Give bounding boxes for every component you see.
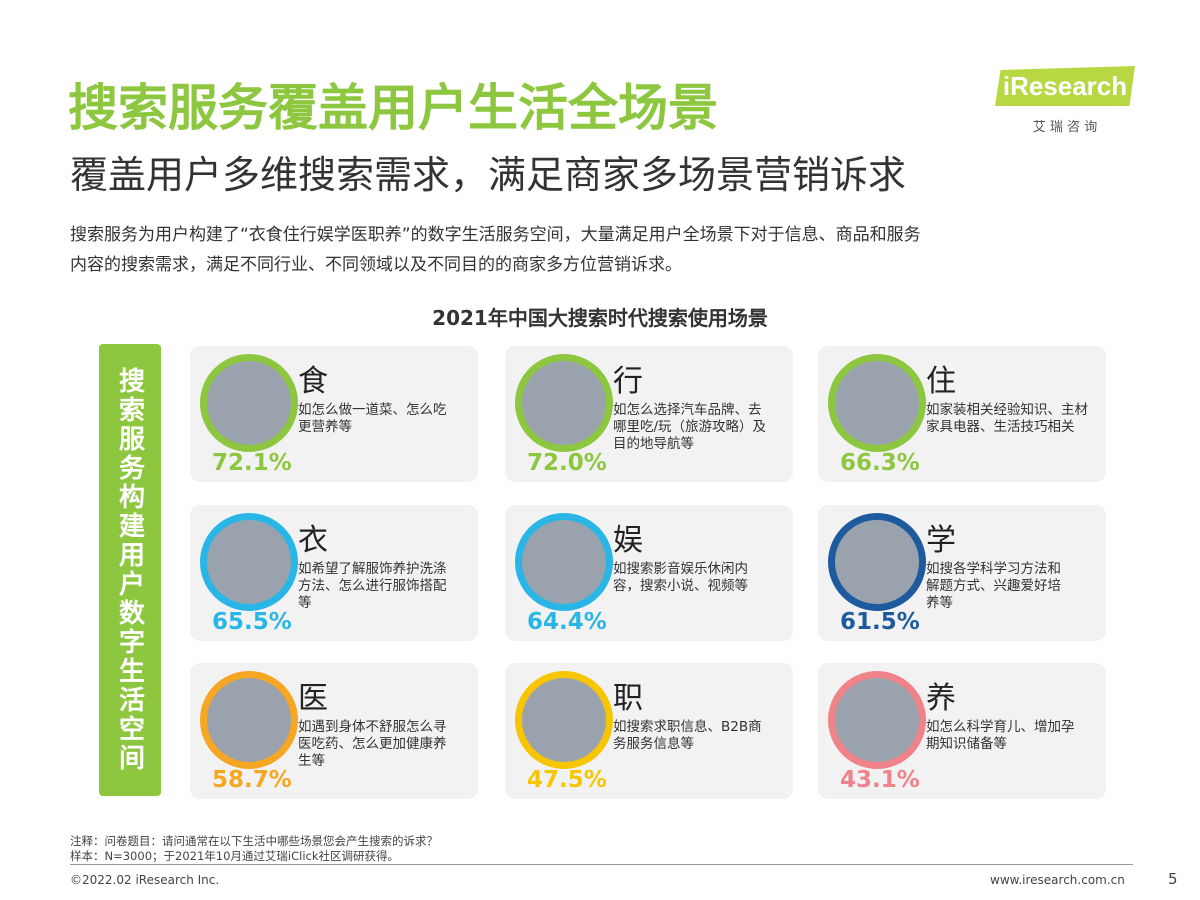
sidebar: 搜索服务构建用户数字生活空间 [99, 344, 161, 796]
scene-label: 养 [926, 681, 956, 716]
logo-cn: 艾 瑞 咨 询 [1032, 120, 1098, 135]
scene-percent: 61.5% [840, 609, 920, 635]
scene-card: 养如怎么科学育儿、增加孕 期知识储备等 43.1% [818, 663, 1106, 799]
scene-description: 如搜索求职信息、B2B商 [613, 719, 762, 735]
scene-description: 生等 [298, 753, 325, 769]
scene-description: 解题方式、兴趣爱好培 [926, 578, 1061, 594]
scene-card: 食如怎么做一道菜、怎么吃 更营养等 72.1% [190, 346, 478, 482]
note: 样本：N=3000；于2021年10月通过艾瑞iClick社区调研获得。 [70, 849, 399, 863]
scene-image [828, 354, 926, 452]
scene-description: 如搜各学科学习方法和 [926, 561, 1061, 577]
scene-card: 娱如搜索影音娱乐休闲内 容，搜索小说、视频等 64.4% [505, 505, 793, 641]
scene-image [828, 513, 926, 611]
scene-description: 如遇到身体不舒服怎么寻 [298, 719, 447, 735]
footer-rule [70, 864, 1133, 865]
scene-label: 学 [926, 523, 956, 558]
page-number: 5 [1168, 870, 1178, 888]
scene-description: 家具电器、生活技巧相关 [926, 419, 1075, 435]
scene-card: 职如搜索求职信息、B2B商 务服务信息等 47.5% [505, 663, 793, 799]
scene-description: 等 [298, 595, 312, 611]
scene-image [200, 671, 298, 769]
scene-description: 期知识储备等 [926, 736, 1007, 752]
scene-card: 医如遇到身体不舒服怎么寻 医吃药、怎么更加健康养 生等 58.7% [190, 663, 478, 799]
scene-percent: 72.1% [212, 450, 292, 476]
logo: iResearch [995, 66, 1135, 106]
scene-percent: 47.5% [527, 767, 607, 793]
scene-description: 容，搜索小说、视频等 [613, 578, 748, 594]
copyright: ©2022.02 iResearch Inc. [70, 873, 220, 887]
scene-percent: 65.5% [212, 609, 292, 635]
scene-description: 哪里吃/玩（旅游攻略）及 [613, 419, 767, 435]
scene-image [200, 513, 298, 611]
scene-description: 更营养等 [298, 419, 352, 435]
scene-percent: 66.3% [840, 450, 920, 476]
scene-label: 娱 [613, 523, 643, 558]
figure-title: 2021年中国大搜索时代搜索使用场景 [432, 306, 768, 330]
scene-percent: 58.7% [212, 767, 292, 793]
scene-card: 衣如希望了解服饰养护洗涤 方法、怎么进行服饰搭配等 65.5% [190, 505, 478, 641]
scene-description: 如家装相关经验知识、主材 [926, 402, 1088, 418]
scene-description: 如怎么做一道菜、怎么吃 [298, 402, 447, 418]
scene-image [515, 671, 613, 769]
scene-description: 方法、怎么进行服饰搭配 [298, 578, 447, 594]
scene-description: 务服务信息等 [613, 736, 694, 752]
scene-label: 住 [926, 364, 956, 399]
scene-percent: 43.1% [840, 767, 920, 793]
scene-description: 如怎么科学育儿、增加孕 [926, 719, 1075, 735]
scene-percent: 64.4% [527, 609, 607, 635]
scene-label: 食 [298, 364, 328, 399]
scene-image [828, 671, 926, 769]
scene-card: 学如搜各学科学习方法和 解题方式、兴趣爱好培 养等 61.5% [818, 505, 1106, 641]
scene-label: 职 [613, 681, 643, 716]
scene-description: 如希望了解服饰养护洗涤 [298, 561, 447, 577]
scene-card: 行如怎么选择汽车品牌、去 哪里吃/玩（旅游攻略）及 目的地导航等 72.0% [505, 346, 793, 482]
title: 搜索服务覆盖用户生活全场景 [68, 79, 718, 137]
intro-line: 搜索服务为用户构建了“衣食住行娱学医职养”的数字生活服务空间，大量满足用户全场景… [70, 225, 921, 245]
scene-card: 住如家装相关经验知识、主材 家具电器、生活技巧相关 66.3% [818, 346, 1106, 482]
note: 注释：问卷题目：请问通常在以下生活中哪些场景您会产生搜索的诉求？ [70, 834, 438, 848]
scene-description: 目的地导航等 [613, 436, 694, 452]
intro-line: 内容的搜索需求，满足不同行业、不同领域以及不同目的的商家多方位营销诉求。 [70, 255, 682, 275]
url: www.iresearch.com.cn [990, 873, 1125, 887]
scene-description: 如搜索影音娱乐休闲内 [613, 561, 748, 577]
scene-image [515, 354, 613, 452]
scene-label: 医 [298, 681, 328, 716]
scene-label: 衣 [298, 523, 328, 558]
scene-image [200, 354, 298, 452]
scene-description: 养等 [926, 595, 953, 611]
scene-description: 医吃药、怎么更加健康养 [298, 736, 447, 752]
scene-image [515, 513, 613, 611]
scene-percent: 72.0% [527, 450, 607, 476]
scene-label: 行 [613, 364, 643, 399]
scene-description: 如怎么选择汽车品牌、去 [613, 402, 762, 418]
subtitle: 覆盖用户多维搜索需求，满足商家多场景营销诉求 [70, 153, 907, 197]
